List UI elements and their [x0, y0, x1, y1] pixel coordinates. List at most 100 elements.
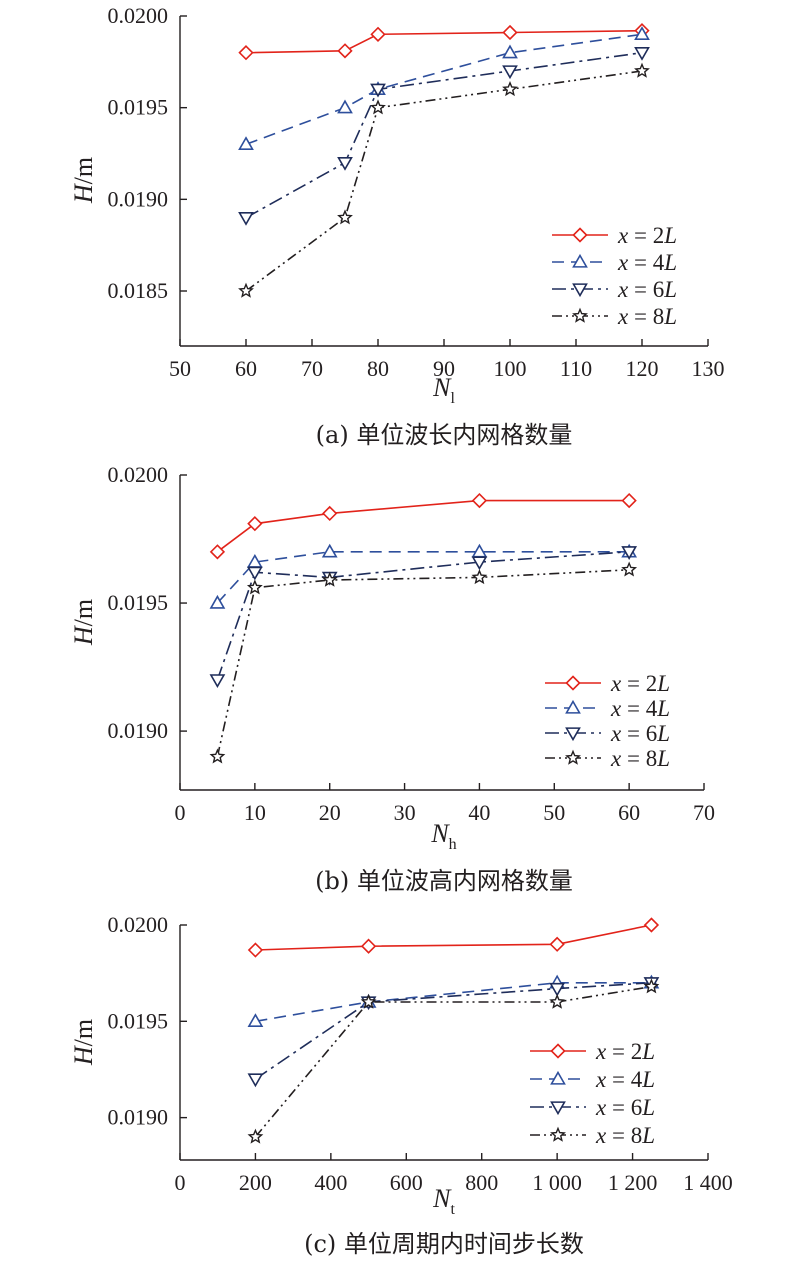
series-line-3: [245, 51, 643, 219]
data-point-marker: [238, 211, 254, 226]
legend-label: x = 2L: [595, 1039, 655, 1064]
data-point-marker: [502, 44, 518, 59]
legend-label-eq: = 8: [621, 746, 657, 771]
data-point-marker: [321, 571, 338, 587]
data-point-marker: [502, 24, 518, 41]
x-axis-label-symbol: N: [432, 373, 452, 402]
x-axis-label-subscript: t: [450, 1201, 455, 1218]
x-tick-label: 50: [169, 356, 191, 381]
legend-label-unit: L: [641, 1039, 655, 1064]
data-point-marker: [321, 543, 338, 558]
legend-marker: [572, 253, 588, 268]
legend-label-eq: = 4: [606, 1067, 642, 1092]
legend-label-eq: = 2: [606, 1039, 642, 1064]
y-tick-label: 0.0195: [108, 590, 169, 615]
legend-label: x = 6L: [610, 721, 670, 746]
x-tick-label: 1 400: [683, 1170, 733, 1195]
data-point-marker: [238, 282, 254, 298]
legend-label: x = 2L: [617, 223, 677, 248]
x-axis-label: Nt: [432, 1184, 455, 1218]
legend-label: x = 6L: [595, 1095, 655, 1120]
data-point-marker: [209, 748, 226, 764]
y-axis-label-unit: /m: [69, 1019, 98, 1046]
x-tick-label: 130: [692, 356, 725, 381]
x-tick-label: 1 200: [608, 1170, 658, 1195]
data-point-marker: [247, 1128, 264, 1144]
panel-caption: (c) 单位周期内时间步长数: [304, 1230, 584, 1258]
legend-label: x = 4L: [595, 1067, 655, 1092]
y-tick-label: 0.0190: [108, 1105, 169, 1130]
legend-label-unit: L: [663, 277, 677, 302]
data-point-marker: [471, 556, 488, 571]
y-axis-label: H/m: [69, 1019, 98, 1066]
series-line-1: [255, 924, 652, 951]
series-line-4: [245, 70, 643, 292]
legend-marker: [550, 1126, 566, 1142]
y-tick-label: 0.0190: [108, 186, 169, 211]
data-point-marker: [322, 505, 338, 522]
chart-panel-1: 50 60 70 80 90 100 110 120 130 0.0185 0.0190 0.0195…: [69, 3, 725, 449]
legend-marker: [572, 307, 588, 323]
x-tick-label: 110: [560, 356, 592, 381]
data-point-marker: [549, 936, 565, 952]
legend-label-var: x: [610, 671, 622, 696]
x-axis-label-subscript: l: [450, 390, 455, 407]
data-point-marker: [634, 46, 650, 61]
data-point-marker: [634, 26, 650, 41]
legend-label-unit: L: [656, 696, 670, 721]
data-point-marker: [247, 942, 264, 958]
legend-label: x = 8L: [617, 304, 677, 329]
legend-label-eq: = 2: [621, 671, 657, 696]
legend-marker: [550, 1070, 566, 1085]
data-point-marker: [337, 156, 353, 171]
x-tick-label: 600: [390, 1170, 423, 1195]
x-tick-label: 60: [618, 800, 640, 825]
legend-label-var: x: [617, 250, 629, 275]
legend-marker: [565, 675, 581, 691]
legend-marker: [565, 699, 581, 714]
legend-label-eq: = 8: [606, 1123, 642, 1148]
legend-marker: [550, 1101, 566, 1116]
y-axis-label: H/m: [69, 157, 98, 204]
data-point-marker: [549, 982, 566, 997]
legend-label-var: x: [595, 1095, 607, 1120]
panel-caption: (b) 单位波高内网格数量: [315, 867, 573, 895]
y-tick-label: 0.0200: [108, 3, 169, 28]
data-point-marker: [360, 938, 377, 954]
y-axis-label-symbol: H: [69, 183, 98, 204]
legend-label-var: x: [610, 746, 622, 771]
x-tick-label: 0: [175, 800, 186, 825]
data-point-marker: [238, 136, 254, 151]
data-point-marker: [209, 594, 226, 609]
series-line-3: [254, 982, 652, 1080]
data-point-marker: [247, 1013, 264, 1027]
data-point-marker: [370, 26, 386, 42]
legend-label-var: x: [595, 1039, 607, 1064]
data-point-marker: [370, 83, 386, 98]
data-point-marker: [643, 978, 660, 994]
series-line-3: [216, 551, 630, 681]
data-point-marker: [621, 561, 638, 577]
series-line-2: [216, 550, 630, 604]
y-tick-label: 0.0200: [108, 912, 169, 937]
x-tick-label: 400: [314, 1170, 347, 1195]
x-tick-label: 120: [626, 356, 659, 381]
data-point-marker: [643, 917, 660, 933]
legend-label-unit: L: [663, 304, 677, 329]
data-point-marker: [621, 492, 637, 509]
y-axis-label: H/m: [69, 599, 98, 646]
legend-label-unit: L: [641, 1095, 655, 1120]
x-axis-label: Nh: [430, 819, 456, 853]
series-line-4: [254, 985, 652, 1138]
legend-label: x = 8L: [595, 1123, 655, 1148]
x-axis-label-subscript: h: [449, 836, 457, 853]
x-tick-label: 200: [239, 1170, 272, 1195]
data-point-marker: [337, 209, 353, 225]
legend-label-eq: = 4: [621, 696, 657, 721]
data-point-marker: [621, 546, 638, 560]
x-axis-label: Nl: [432, 373, 455, 407]
data-point-marker: [337, 43, 353, 59]
y-tick-label: 0.0195: [108, 95, 169, 120]
x-tick-label: 30: [394, 800, 416, 825]
